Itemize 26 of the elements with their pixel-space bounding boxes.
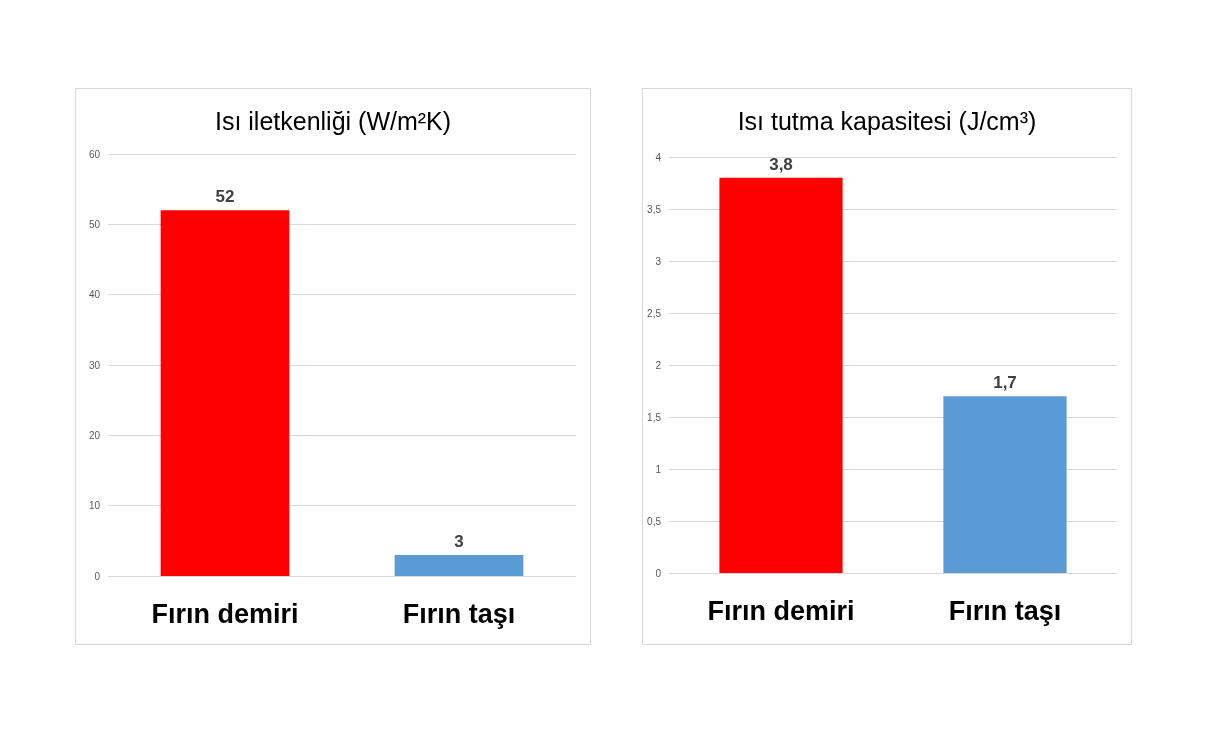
x-tick-label: Fırın taşı xyxy=(948,595,1062,626)
y-tick-label: 0,5 xyxy=(647,515,662,527)
data-label: 3,8 xyxy=(769,154,793,174)
data-label: 3 xyxy=(454,531,464,551)
x-tick-label: Fırın taşı xyxy=(402,598,516,629)
y-tick-label: 2,5 xyxy=(647,307,662,319)
y-tick-label: 10 xyxy=(88,500,101,512)
y-tick-label: 30 xyxy=(88,359,101,371)
y-tick-label: 4 xyxy=(655,151,662,163)
y-tick-label: 20 xyxy=(88,429,101,441)
x-tick-label: Fırın demiri xyxy=(151,598,299,629)
y-tick-label: 3 xyxy=(655,255,662,267)
y-tick-label: 0 xyxy=(655,567,662,579)
y-tick-label: 1 xyxy=(655,463,662,475)
y-tick-label: 2 xyxy=(655,359,662,371)
data-label: 52 xyxy=(215,187,235,207)
y-tick-label: 3,5 xyxy=(647,203,662,215)
x-tick-label: Fırın demiri xyxy=(707,595,855,626)
y-tick-label: 40 xyxy=(88,289,101,301)
chart-title: Isı iletkenliği (W/m²K) xyxy=(214,106,452,135)
y-tick-label: 50 xyxy=(88,218,101,230)
y-tick-label: 1,5 xyxy=(647,411,662,423)
data-label: 1,7 xyxy=(993,373,1017,393)
y-tick-label: 0 xyxy=(94,570,101,582)
chart-title: Isı tutma kapasitesi (J/cm³) xyxy=(737,106,1037,135)
y-tick-label: 60 xyxy=(88,148,101,160)
